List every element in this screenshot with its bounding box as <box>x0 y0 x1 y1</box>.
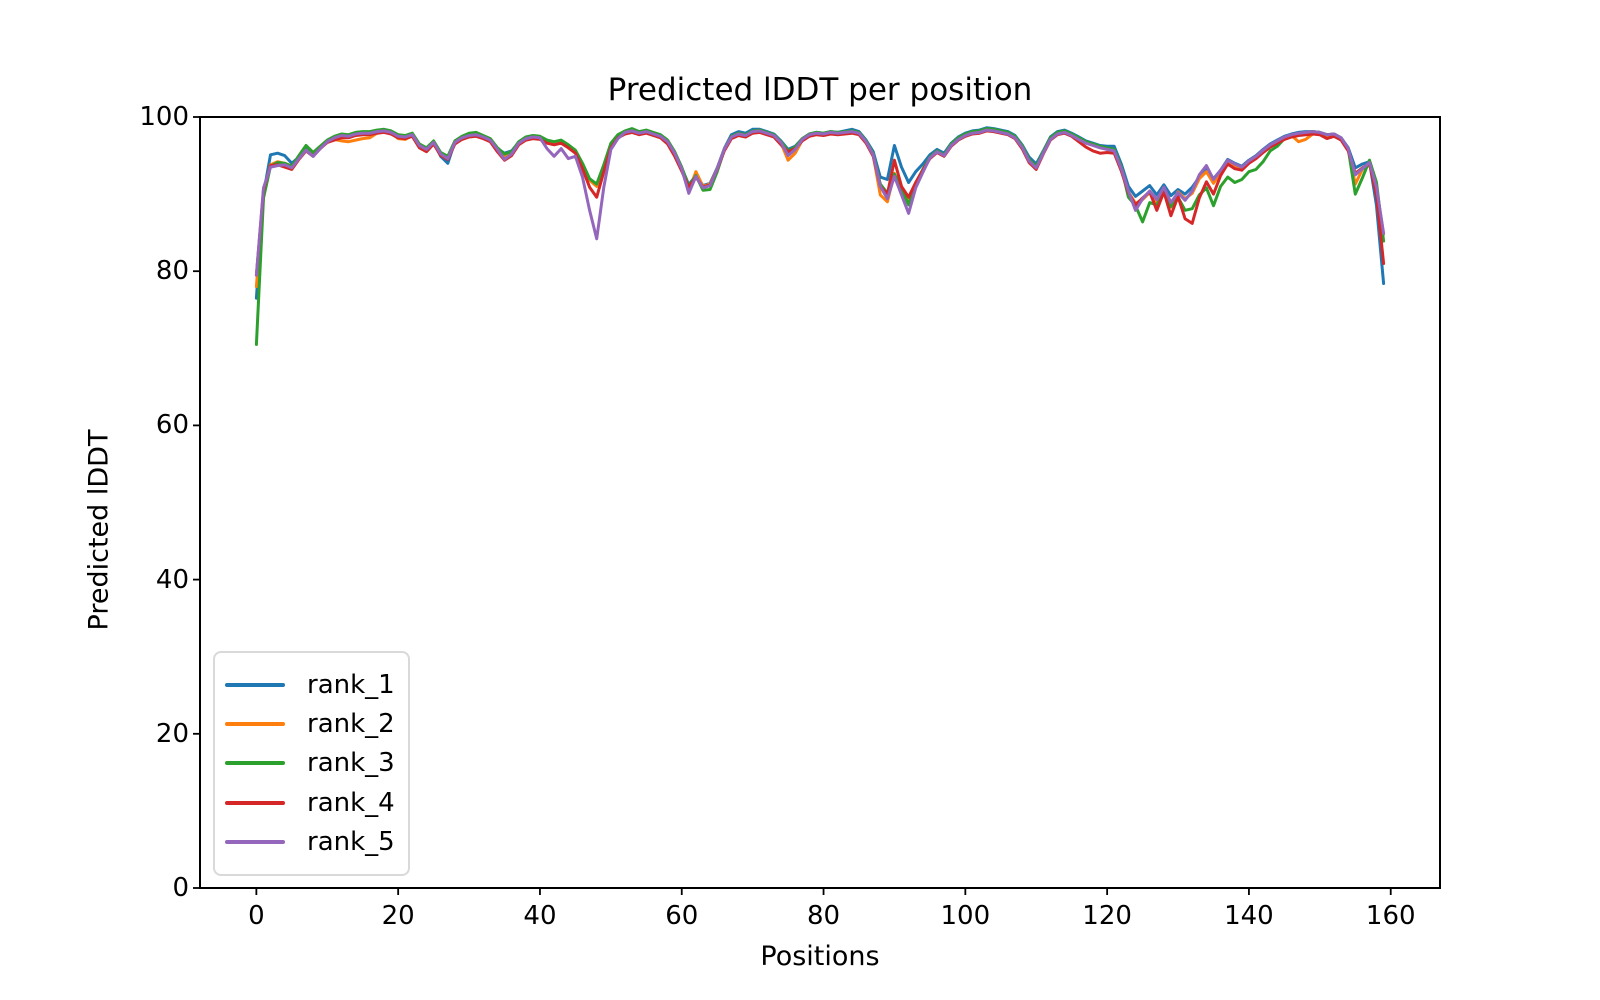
x-tick-label: 0 <box>248 901 265 931</box>
y-tick-label: 100 <box>139 102 189 132</box>
legend-entry-rank_4: rank_4 <box>215 790 408 816</box>
legend-entry-rank_5: rank_5 <box>215 829 408 855</box>
series-line-rank_3 <box>254 127 1386 346</box>
x-tick-label: 160 <box>1365 901 1416 931</box>
legend: rank_1 rank_2 rank_3 rank_4 rank_5 <box>213 651 410 876</box>
y-tick-label: 40 <box>155 564 189 595</box>
x-tick-label: 100 <box>940 901 991 931</box>
legend-label: rank_2 <box>307 709 395 740</box>
legend-line-swatch <box>225 683 285 688</box>
legend-label: rank_5 <box>307 826 395 857</box>
y-tick-label: 80 <box>155 256 189 287</box>
x-tick-label: 140 <box>1224 901 1274 931</box>
series-line-rank_5 <box>254 128 1386 277</box>
legend-label: rank_3 <box>307 748 395 779</box>
legend-label: rank_1 <box>307 670 395 701</box>
legend-entry-rank_2: rank_2 <box>215 711 408 737</box>
legend-label: rank_4 <box>307 787 395 818</box>
x-tick-label: 120 <box>1082 901 1132 931</box>
legend-line-swatch <box>225 839 285 844</box>
x-tick-label: 40 <box>523 901 557 931</box>
plot-border <box>199 116 1441 889</box>
x-tick-label: 60 <box>665 901 699 931</box>
x-tick-label: 80 <box>806 901 841 931</box>
legend-entry-rank_3: rank_3 <box>215 750 408 776</box>
legend-line-swatch <box>225 722 285 727</box>
legend-line-swatch <box>225 800 285 805</box>
series-line-rank_2 <box>254 127 1386 289</box>
legend-entry-rank_1: rank_1 <box>215 672 408 698</box>
y-axis-label: Predicted lDDT <box>83 429 115 631</box>
y-tick-label: 0 <box>172 873 189 903</box>
y-tick-label: 60 <box>155 410 189 441</box>
y-tick-label: 20 <box>155 718 189 749</box>
legend-line-swatch <box>225 761 285 766</box>
x-tick-label: 20 <box>381 901 415 931</box>
series-line-rank_1 <box>254 126 1386 300</box>
x-axis-label: Positions <box>760 941 880 972</box>
chart-title: Predicted lDDT per position <box>607 72 1033 108</box>
